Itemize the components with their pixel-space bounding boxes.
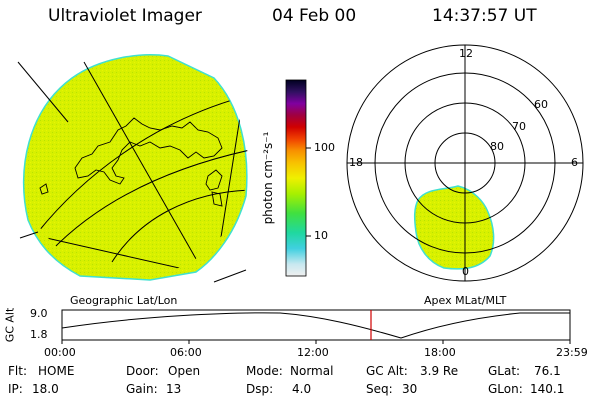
glon-value: 140.1 (530, 382, 565, 396)
ip-value: 18.0 (32, 382, 59, 396)
time-tick-12: 12:00 (297, 346, 329, 359)
colorbar-label-100: 100 (314, 141, 335, 154)
time-tick-00: 00:00 (44, 346, 76, 359)
uv-image-region (22, 54, 248, 281)
mode-value: Normal (290, 364, 334, 378)
longitude-line (20, 231, 211, 276)
time-tick-2359: 23:59 (556, 346, 588, 359)
ip-label: IP: (8, 382, 23, 396)
colorbar-unit-label: photon cm⁻²s⁻¹ (261, 131, 275, 225)
coastline (39, 183, 49, 195)
lat-label-60: 60 (534, 98, 548, 111)
lat-label-70: 70 (512, 120, 526, 133)
altitude-ytick-1-8: 1.8 (30, 328, 48, 341)
latitude-line (49, 149, 248, 253)
altitude-plot (61, 309, 571, 344)
lat-lon-grid (20, 61, 248, 277)
glat-value: 76.1 (534, 364, 561, 378)
altitude-ylabel: GC Alt (3, 307, 17, 343)
geographic-image (17, 54, 248, 283)
seq-label: Seq: (366, 382, 393, 396)
coastline (74, 117, 223, 185)
flt-label: Flt: (8, 364, 27, 378)
gc-alt-value: 3.9 Re (420, 364, 459, 378)
mlt-label-12: 12 (459, 47, 473, 60)
lat-label-80: 80 (490, 140, 504, 153)
latitude-line (213, 269, 247, 283)
right-panel-label: Apex MLat/MLT (424, 294, 507, 307)
dsp-label: Dsp: (246, 382, 274, 396)
gain-value: 13 (166, 382, 182, 396)
gc-alt-label: GC Alt: (366, 364, 408, 378)
flt-value: HOME (38, 364, 75, 378)
time-label: 14:37:57 UT (432, 6, 537, 26)
auroral-oval (413, 185, 495, 270)
coastline (205, 169, 223, 191)
glon-label: GLon: (488, 382, 523, 396)
mlt-label-18: 18 (349, 156, 363, 169)
latitude-line (111, 189, 248, 263)
longitude-line (83, 61, 209, 277)
mode-label: Mode: (246, 364, 283, 378)
mlt-label-0: 0 (462, 265, 469, 278)
latitude-line (37, 95, 247, 233)
altitude-curve (61, 312, 570, 339)
seq-value: 30 (402, 382, 418, 396)
colorbar-label-10: 10 (314, 229, 328, 242)
dsp-value: 4.0 (292, 382, 312, 396)
door-label: Door: (126, 364, 159, 378)
latitude-line (19, 231, 39, 239)
date-label: 04 Feb 00 (272, 6, 357, 26)
colorbar (285, 79, 307, 277)
mlt-label-6: 6 (571, 156, 578, 169)
door-value: Open (168, 364, 201, 378)
altitude-ytick-9: 9.0 (30, 307, 48, 320)
time-tick-06: 06:00 (170, 346, 202, 359)
time-tick-18: 18:00 (424, 346, 456, 359)
app-title: Ultraviolet Imager (48, 6, 202, 26)
polar-plot (346, 44, 584, 282)
longitude-line (17, 61, 69, 123)
coastline (211, 191, 223, 207)
left-panel-label: Geographic Lat/Lon (70, 294, 178, 307)
altitude-plot-frame (61, 309, 571, 341)
gain-label: Gain: (126, 382, 158, 396)
glat-label: GLat: (488, 364, 521, 378)
